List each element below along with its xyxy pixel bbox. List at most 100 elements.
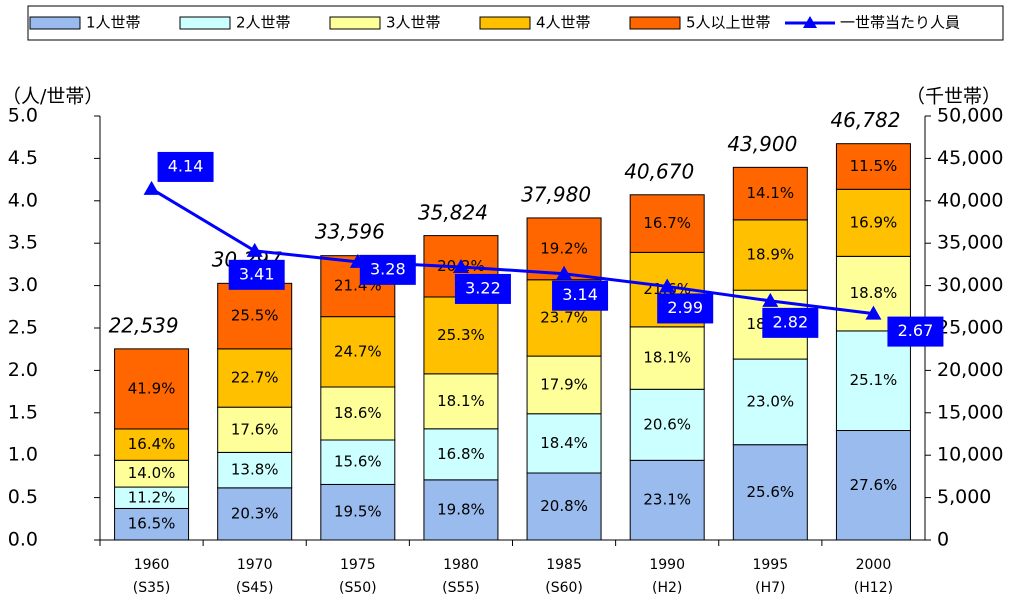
- y-tick-label: 0.5: [8, 486, 38, 508]
- bar-segment: [526, 413, 602, 474]
- line-value-label: 2.67: [898, 321, 934, 340]
- bar-value-label: 17.9%: [540, 375, 588, 393]
- x-tick-label: 1975: [340, 557, 376, 573]
- y-tick-label: 0.0: [8, 529, 38, 551]
- y2-tick-label: 50,000: [937, 105, 1003, 127]
- bar-value-label: 15.6%: [334, 453, 382, 471]
- bar-value-label: 18.4%: [540, 434, 588, 452]
- x-tick-sublabel: (S55): [442, 580, 480, 596]
- bar-value-label: 19.8%: [437, 500, 485, 518]
- bar-value-label: 20.8%: [540, 497, 588, 515]
- bar-value-label: 23.1%: [643, 491, 691, 509]
- line-label-box: [657, 293, 714, 324]
- legend-swatch: [629, 16, 681, 30]
- y-tick-label: 2.5: [8, 317, 38, 339]
- bar-value-label: 23.7%: [540, 308, 588, 326]
- legend-swatch: [479, 16, 531, 30]
- bar-value-label: 16.7%: [643, 214, 691, 232]
- y-tick-label: 1.5: [8, 401, 38, 423]
- bar-value-label: 13.8%: [231, 461, 279, 479]
- bar-segment: [629, 194, 705, 253]
- line-value-label: 3.22: [465, 278, 501, 297]
- bar-value-label: 19.2%: [540, 239, 588, 257]
- line-value-label: 3.14: [562, 285, 598, 304]
- legend-label: 5人以上世帯: [686, 14, 771, 32]
- bar-segment: [835, 188, 911, 257]
- bar-segment: [423, 296, 499, 375]
- y-tick-label: 1.0: [8, 444, 38, 466]
- bar-segment: [629, 459, 705, 541]
- bar-value-label: 25.1%: [850, 371, 898, 389]
- bar-value-label: 18.8%: [850, 284, 898, 302]
- bar-value-label: 20.6%: [643, 415, 691, 433]
- bar-segment: [320, 483, 396, 541]
- line-label-box: [359, 254, 416, 285]
- bar-segment: [217, 282, 293, 350]
- y2-tick-label: 40,000: [937, 189, 1003, 211]
- legend-label: 1人世帯: [86, 14, 141, 32]
- bar-value-label: 41.9%: [128, 379, 176, 397]
- x-tick-label: 1970: [237, 557, 273, 573]
- bar-value-label: 25.5%: [231, 307, 279, 325]
- line-series: [150, 187, 874, 316]
- y2-tick-label: 35,000: [937, 232, 1003, 254]
- line-label-box: [762, 307, 819, 338]
- total-label: 22,539: [109, 313, 179, 337]
- y2-tick-label: 10,000: [937, 444, 1003, 466]
- bar-value-label: 11.5%: [850, 157, 898, 175]
- line-value-label: 3.28: [370, 259, 406, 278]
- bar-segment: [320, 386, 396, 441]
- bar-segment: [217, 406, 293, 453]
- bar-value-label: 23.0%: [746, 392, 794, 410]
- y2-tick-label: 20,000: [937, 359, 1003, 381]
- y-tick-label: 5.0: [8, 105, 38, 127]
- bar-segment: [835, 430, 911, 541]
- x-tick-sublabel: (S45): [236, 580, 274, 596]
- line-label-box: [552, 280, 609, 311]
- legend-swatch: [29, 16, 81, 30]
- line-label-box: [887, 316, 944, 347]
- bar-segment: [320, 316, 396, 388]
- y2-tick-label: 45,000: [937, 147, 1003, 169]
- bar-segment: [114, 507, 190, 541]
- bar-value-label: 18.9%: [746, 246, 794, 264]
- x-tick-sublabel: (S35): [133, 580, 171, 596]
- x-tick-sublabel: (H7): [755, 580, 785, 596]
- line-value-label: 4.14: [168, 156, 204, 175]
- line-marker: [865, 305, 882, 320]
- y2-tick-label: 5,000: [937, 486, 991, 508]
- legend-swatch: [179, 16, 231, 30]
- y2-tick-label: 30,000: [937, 274, 1003, 296]
- bar-value-label: 16.4%: [128, 435, 176, 453]
- legend-label: 2人世帯: [236, 14, 291, 32]
- x-tick-sublabel: (S50): [339, 580, 377, 596]
- legend-label: 一世帯当たり人員: [840, 14, 960, 32]
- bar-value-label: 18.1%: [437, 392, 485, 410]
- bar-value-label: 16.5%: [128, 515, 176, 533]
- y2-axis-label: （千世帯）: [906, 86, 1001, 108]
- x-tick-label: 1995: [752, 557, 788, 573]
- bar-value-label: 22.7%: [231, 369, 279, 387]
- x-tick-label: 1990: [649, 557, 685, 573]
- legend-label: 4人世帯: [536, 14, 591, 32]
- y-tick-label: 3.0: [8, 274, 38, 296]
- y2-tick-label: 0: [937, 529, 949, 551]
- bar-value-label: 17.6%: [231, 420, 279, 438]
- line-value-label: 2.99: [667, 298, 703, 317]
- total-label: 35,824: [418, 201, 488, 225]
- bar-value-label: 24.7%: [334, 342, 382, 360]
- y-tick-label: 2.0: [8, 359, 38, 381]
- y2-tick-label: 15,000: [937, 401, 1003, 423]
- bar-segment: [526, 472, 602, 541]
- line-marker: [246, 242, 263, 257]
- line-marker: [659, 278, 676, 293]
- bar-segment: [423, 373, 499, 430]
- bar-value-label: 18.6%: [334, 404, 382, 422]
- y-tick-label: 4.5: [8, 147, 38, 169]
- legend-marker: [803, 16, 817, 28]
- bar-segment: [423, 428, 499, 481]
- line-marker: [143, 180, 160, 195]
- total-label: 40,670: [624, 160, 694, 184]
- line-label-box: [454, 273, 511, 304]
